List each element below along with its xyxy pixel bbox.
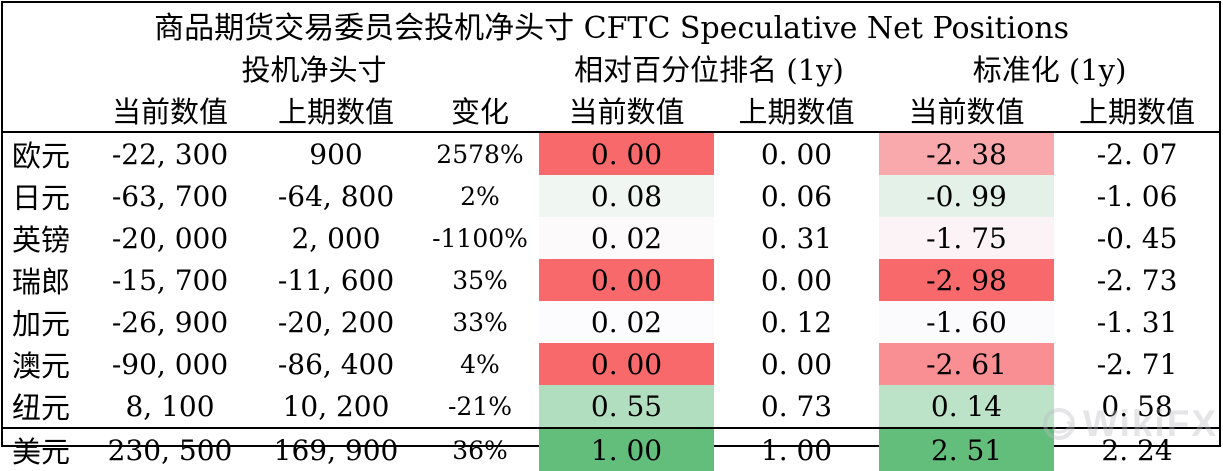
row-label: 欧元 bbox=[12, 139, 71, 173]
change-cell: 2% bbox=[460, 181, 500, 211]
pos-previous-cell: -20, 200 bbox=[277, 305, 395, 339]
table-row-chf: 瑞郎 -15, 700 -11, 600 35% 0. 00 0. 00 -2.… bbox=[3, 259, 1220, 301]
pos-current-cell: -15, 700 bbox=[111, 263, 229, 297]
change-cell: -21% bbox=[447, 391, 512, 421]
group-positions: 投机净头寸 bbox=[241, 53, 387, 87]
pos-current-cell: -26, 900 bbox=[111, 305, 229, 339]
norm-current-cell: -2. 61 bbox=[879, 343, 1054, 385]
header-pct-current: 当前数值 bbox=[539, 89, 714, 133]
pct-current-cell: 0. 00 bbox=[539, 132, 714, 175]
header-norm-previous: 上期数值 bbox=[1054, 89, 1221, 133]
header-pct-previous: 上期数值 bbox=[714, 89, 879, 133]
pct-previous-cell: 0. 12 bbox=[760, 305, 833, 339]
change-cell: -1100% bbox=[432, 223, 528, 253]
header-norm-current: 当前数值 bbox=[879, 89, 1054, 133]
norm-previous-cell: -0. 45 bbox=[1096, 221, 1178, 255]
group-header-row: 投机净头寸 相对百分位排名 (1y) 标准化 (1y) bbox=[3, 47, 1220, 89]
pos-previous-cell: 10, 200 bbox=[282, 389, 390, 423]
table-row-cad: 加元 -26, 900 -20, 200 33% 0. 02 0. 12 -1.… bbox=[3, 301, 1220, 343]
pos-previous-cell: 169, 900 bbox=[251, 427, 421, 471]
row-label: 瑞郎 bbox=[12, 265, 71, 299]
pos-current-cell: -20, 000 bbox=[111, 221, 229, 255]
pos-current-cell: -90, 000 bbox=[111, 347, 229, 381]
row-label: 英镑 bbox=[12, 223, 71, 257]
header-pos-previous: 上期数值 bbox=[251, 89, 421, 133]
pos-previous-cell: -64, 800 bbox=[277, 179, 395, 213]
change-cell: 4% bbox=[460, 349, 500, 379]
norm-current-cell: 0. 14 bbox=[879, 385, 1054, 428]
pct-previous-cell: 0. 06 bbox=[760, 179, 833, 213]
row-label: 加元 bbox=[12, 307, 71, 341]
pct-current-cell: 0. 02 bbox=[539, 217, 714, 259]
pos-previous-cell: 2, 000 bbox=[291, 221, 381, 255]
group-spacer bbox=[3, 47, 89, 89]
norm-current-cell: -0. 99 bbox=[879, 175, 1054, 217]
table-row-nzd: 纽元 8, 100 10, 200 -21% 0. 55 0. 73 0. 14… bbox=[3, 385, 1220, 428]
norm-previous-cell: 2. 24 bbox=[1054, 427, 1221, 471]
norm-current-cell: -1. 60 bbox=[879, 301, 1054, 343]
norm-previous-cell: -2. 73 bbox=[1096, 263, 1178, 297]
column-header-row: 当前数值 上期数值 变化 当前数值 上期数值 当前数值 上期数值 bbox=[3, 89, 1221, 133]
pct-current-cell: 0. 02 bbox=[539, 301, 714, 343]
pct-current-cell: 0. 55 bbox=[539, 385, 714, 428]
header-change: 变化 bbox=[421, 89, 539, 133]
pct-current-cell: 0. 00 bbox=[539, 259, 714, 301]
pos-previous-cell: 900 bbox=[309, 137, 363, 171]
pos-current-cell: 230, 500 bbox=[89, 427, 251, 471]
change-cell: 35% bbox=[452, 265, 508, 295]
pct-current-cell: 0. 08 bbox=[539, 175, 714, 217]
pct-previous-cell: 0. 00 bbox=[760, 137, 833, 171]
header-pos-current: 当前数值 bbox=[89, 89, 251, 133]
header-spacer bbox=[3, 89, 89, 133]
table-row-jpy: 日元 -63, 700 -64, 800 2% 0. 08 0. 06 -0. … bbox=[3, 175, 1220, 217]
change-cell: 36% bbox=[421, 427, 539, 471]
pos-previous-cell: -11, 600 bbox=[277, 263, 395, 297]
pos-previous-cell: -86, 400 bbox=[277, 347, 395, 381]
norm-current-cell: -1. 75 bbox=[879, 217, 1054, 259]
pct-previous-cell: 0. 73 bbox=[760, 389, 833, 423]
change-cell: 33% bbox=[452, 307, 508, 337]
cftc-positions-table: 商品期货交易委员会投机净头寸 CFTC Speculative Net Posi… bbox=[3, 3, 1221, 471]
pct-previous-cell: 0. 00 bbox=[760, 263, 833, 297]
norm-current-cell: -2. 98 bbox=[879, 259, 1054, 301]
group-percentile: 相对百分位排名 (1y) bbox=[574, 53, 844, 87]
pct-current-cell: 1. 00 bbox=[539, 427, 714, 471]
pos-current-cell: -22, 300 bbox=[111, 137, 229, 171]
table-row-usd: 美元 230, 500 169, 900 36% 1. 00 1. 00 2. … bbox=[3, 427, 1221, 471]
pct-current-cell: 0. 00 bbox=[539, 343, 714, 385]
pos-current-cell: -63, 700 bbox=[111, 179, 229, 213]
row-label: 日元 bbox=[12, 181, 71, 215]
pct-previous-cell: 0. 00 bbox=[760, 347, 833, 381]
row-label: 澳元 bbox=[12, 349, 71, 383]
norm-previous-cell: -1. 06 bbox=[1096, 179, 1178, 213]
pct-previous-cell: 0. 31 bbox=[760, 221, 833, 255]
norm-current-cell: 2. 51 bbox=[879, 427, 1054, 471]
change-cell: 2578% bbox=[436, 139, 524, 169]
pct-previous-cell: 1. 00 bbox=[714, 427, 879, 471]
page-title: 商品期货交易委员会投机净头寸 CFTC Speculative Net Posi… bbox=[154, 11, 1069, 46]
pos-current-cell: 8, 100 bbox=[125, 389, 215, 423]
table-row-aud: 澳元 -90, 000 -86, 400 4% 0. 00 0. 00 -2. … bbox=[3, 343, 1220, 385]
group-normalized: 标准化 (1y) bbox=[972, 53, 1127, 87]
norm-previous-cell: -2. 71 bbox=[1096, 347, 1178, 381]
title-row: 商品期货交易委员会投机净头寸 CFTC Speculative Net Posi… bbox=[3, 3, 1220, 47]
norm-previous-cell: 0. 58 bbox=[1101, 389, 1173, 423]
norm-previous-cell: -1. 31 bbox=[1096, 305, 1178, 339]
table-row-eur: 欧元 -22, 300 900 2578% 0. 00 0. 00 -2. 38… bbox=[3, 132, 1220, 175]
norm-current-cell: -2. 38 bbox=[879, 132, 1054, 175]
row-label: 纽元 bbox=[12, 391, 71, 425]
norm-previous-cell: -2. 07 bbox=[1096, 137, 1178, 171]
row-label: 美元 bbox=[3, 427, 89, 471]
table-row-gbp: 英镑 -20, 000 2, 000 -1100% 0. 02 0. 31 -1… bbox=[3, 217, 1220, 259]
